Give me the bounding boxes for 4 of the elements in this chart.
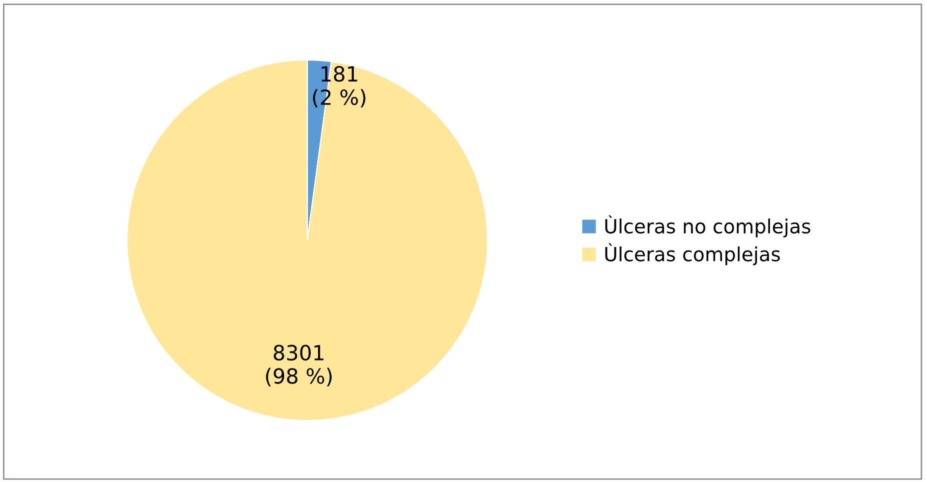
legend-label: Ùlceras no complejas [605,215,810,238]
legend-label: Ùlceras complejas [605,243,780,266]
data-label: 8301 (98 %) [266,344,332,386]
pie-slice [126,59,488,422]
